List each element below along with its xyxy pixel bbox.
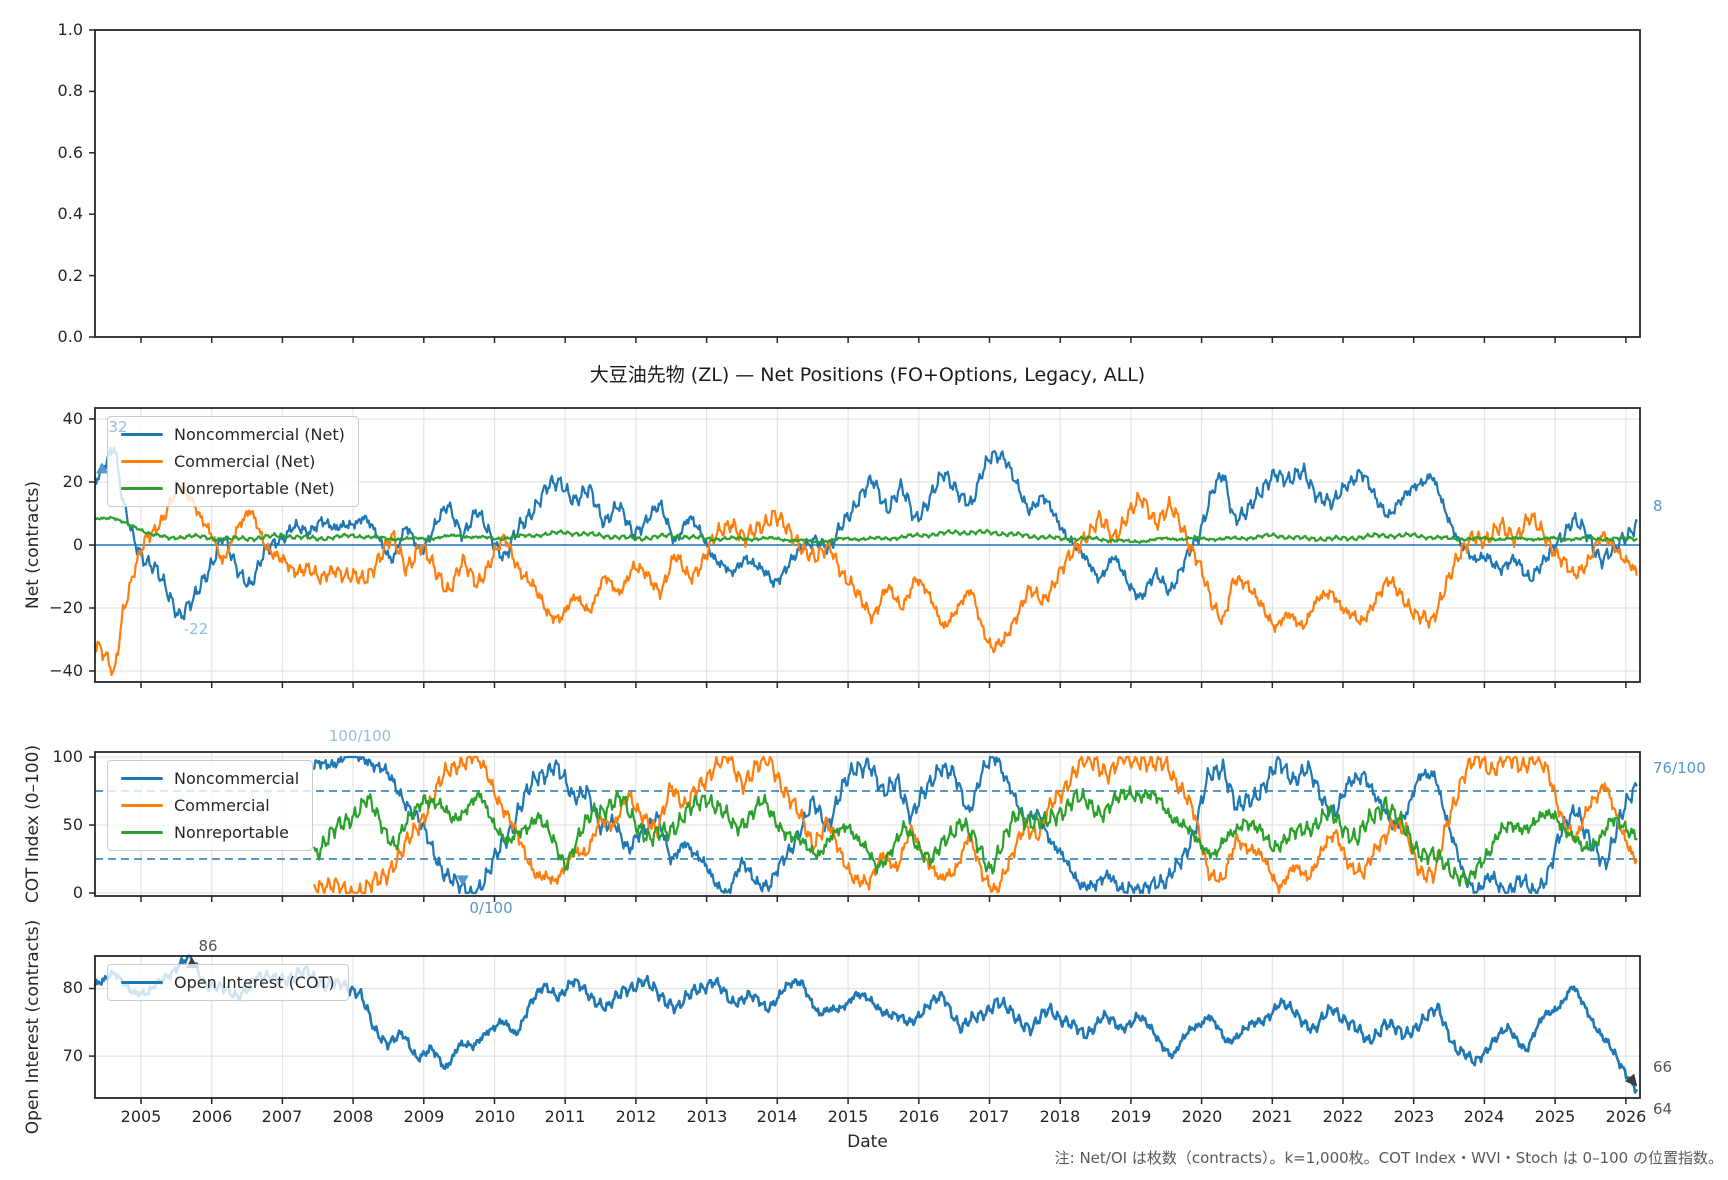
y-tick-label: 0.0 (57, 327, 83, 346)
series-line-noncommercial (313, 755, 1638, 895)
series-line-nonreportable (313, 785, 1638, 887)
panel-net-positions (89, 407, 1641, 688)
footnote: 注: Net/OI は枚数（contracts）。k=1,000枚。COT In… (1054, 1149, 1723, 1167)
legend: Open Interest (COT) (107, 964, 349, 1001)
panel-border (94, 955, 1641, 1099)
series-line-open-interest-cot (93, 954, 1638, 1094)
series-line-noncommercial-net (93, 446, 1638, 621)
y-tick-label: 50 (62, 815, 83, 834)
y-tick-label: 70 (62, 1046, 83, 1065)
x-tick-label: 2016 (898, 1107, 940, 1126)
legend-line-swatch (121, 777, 163, 780)
x-tick-label: 2011 (544, 1107, 586, 1126)
annotation-22: -22 (183, 620, 209, 638)
y-tick-label: 0.4 (57, 204, 83, 223)
x-tick-label: 2012 (615, 1107, 657, 1126)
annotation-32: 32 (108, 418, 128, 436)
panel-border (94, 751, 1641, 897)
series-line-nonreportable-net (93, 515, 1638, 544)
annotation-8: 8 (1653, 497, 1663, 515)
y-tick-label: 80 (62, 978, 83, 997)
legend-item-label: Noncommercial (174, 769, 300, 788)
x-tick-label: 2005 (120, 1107, 162, 1126)
annotation-64: 64 (1653, 1100, 1673, 1118)
x-tick-label: 2024 (1463, 1107, 1505, 1126)
x-tick-label: 2009 (403, 1107, 445, 1126)
x-tick-label: 2008 (332, 1107, 374, 1126)
x-tick-label: 2013 (686, 1107, 728, 1126)
x-tick-label: 2007 (261, 1107, 303, 1126)
y-tick-label: −40 (49, 661, 83, 680)
annotation-marker-se (1624, 1073, 1638, 1087)
legend-item-nonreportable-net: Nonreportable (Net) (121, 479, 345, 498)
legend-item-noncommercial-net: Noncommercial (Net) (121, 425, 345, 444)
panel-border (94, 29, 1641, 338)
y-tick-label: 0.2 (57, 266, 83, 285)
x-tick-label: 2014 (756, 1107, 798, 1126)
annotation-marker-down (456, 875, 469, 887)
x-tick-label: 2023 (1393, 1107, 1435, 1126)
y-tick-label: −20 (49, 598, 83, 617)
annotation-marker-up (96, 462, 109, 474)
legend-line-swatch (121, 831, 163, 834)
legend-item-label: Nonreportable (Net) (174, 479, 335, 498)
legend-item-label: Open Interest (COT) (174, 973, 335, 992)
annotation-66: 66 (1653, 1058, 1673, 1076)
x-axis-label: Date (847, 1132, 888, 1152)
y-tick-label: 1.0 (57, 20, 83, 39)
legend-line-swatch (121, 981, 163, 984)
x-tick-label: 2018 (1039, 1107, 1081, 1126)
x-tick-label: 2020 (1181, 1107, 1223, 1126)
y-tick-label: 0 (72, 535, 83, 554)
y-tick-label: 0.8 (57, 81, 83, 100)
chart-title: 大豆油先物 (ZL) — Net Positions (FO+Options, … (589, 364, 1146, 386)
legend-item-label: Commercial (174, 796, 270, 815)
legend-item-nonreportable: Nonreportable (121, 823, 299, 842)
x-tick-label: 2026 (1605, 1107, 1647, 1126)
x-tick-label: 2015 (827, 1107, 869, 1126)
y-tick-label: 100 (52, 747, 83, 766)
y-axis-label-open-interest: Open Interest (contracts) (23, 919, 43, 1135)
legend-item-commercial: Commercial (121, 796, 299, 815)
legend-item-open-interest-cot: Open Interest (COT) (121, 973, 335, 992)
series-line-commercial (313, 755, 1638, 895)
legend-line-swatch (121, 460, 163, 463)
x-tick-label: 2025 (1534, 1107, 1576, 1126)
x-tick-label: 2010 (474, 1107, 516, 1126)
x-tick-label: 2022 (1322, 1107, 1364, 1126)
y-tick-label: 0 (72, 883, 83, 902)
x-tick-label: 2021 (1251, 1107, 1293, 1126)
annotation-86: 86 (198, 937, 218, 955)
legend: Noncommercial Commercial Nonreportable (107, 760, 314, 851)
panel-open-interest (89, 954, 1641, 1104)
legend-item-noncommercial: Noncommercial (121, 769, 299, 788)
panel-top-empty (89, 29, 1641, 343)
y-tick-label: 20 (62, 472, 83, 491)
legend-line-swatch (121, 804, 163, 807)
x-tick-label: 2006 (191, 1107, 233, 1126)
panel-cot-index (89, 751, 1641, 902)
annotation-100-100: 100/100 (328, 727, 392, 745)
x-tick-label: 2019 (1110, 1107, 1152, 1126)
legend-item-label: Commercial (Net) (174, 452, 316, 471)
y-tick-label: 0.6 (57, 143, 83, 162)
legend-item-label: Noncommercial (Net) (174, 425, 345, 444)
series-line-commercial-net (93, 483, 1638, 676)
legend-item-label: Nonreportable (174, 823, 290, 842)
annotation-0-100: 0/100 (469, 899, 513, 917)
legend-line-swatch (121, 433, 163, 436)
legend-item-commercial-net: Commercial (Net) (121, 452, 345, 471)
annotation-76-100: 76/100 (1653, 759, 1706, 777)
legend-line-swatch (121, 487, 163, 490)
legend: Noncommercial (Net) Commercial (Net) Nonre… (107, 416, 359, 507)
y-tick-label: 40 (62, 409, 83, 428)
x-tick-label: 2017 (968, 1107, 1010, 1126)
